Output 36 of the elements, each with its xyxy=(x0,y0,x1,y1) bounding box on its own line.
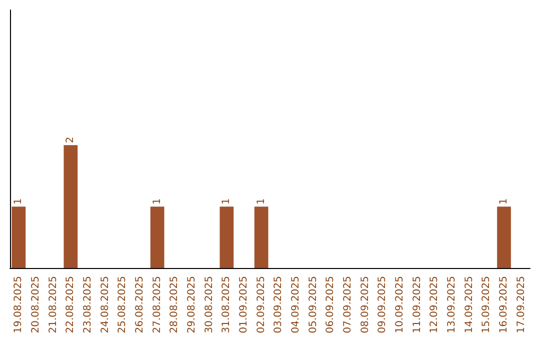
x-tick-label: 13.09.2025 xyxy=(446,276,458,334)
x-tick-label: 14.09.2025 xyxy=(464,276,475,334)
data-label: 1 xyxy=(13,198,24,205)
x-tick-label: 17.09.2025 xyxy=(516,276,527,334)
x-tick-label: 22.08.2025 xyxy=(65,276,76,334)
x-tick-label: 31.08.2025 xyxy=(221,276,232,334)
x-tick-label: 29.08.2025 xyxy=(186,276,198,334)
x-tick-label: 21.08.2025 xyxy=(48,276,59,334)
x-tick-label: 01.09.2025 xyxy=(238,276,250,334)
x-tick-label: 02.09.2025 xyxy=(256,276,267,334)
x-tick-label: 05.09.2025 xyxy=(308,276,319,334)
x-tick-label: 19.08.2025 xyxy=(13,276,24,334)
x-tick-label: 28.08.2025 xyxy=(169,276,180,334)
x-tick-label: 30.08.2025 xyxy=(204,276,215,334)
data-label: 1 xyxy=(221,198,232,205)
x-tick-label: 20.08.2025 xyxy=(30,276,42,334)
x-tick-label: 25.08.2025 xyxy=(117,276,128,334)
x-tick-label: 03.09.2025 xyxy=(273,276,284,334)
x-tick-label: 15.09.2025 xyxy=(481,276,492,334)
x-tick-label: 08.09.2025 xyxy=(360,276,371,334)
x-tick-label: 04.09.2025 xyxy=(290,276,302,334)
x-tick-label: 27.08.2025 xyxy=(152,276,163,334)
data-label: 1 xyxy=(498,198,510,205)
data-label: 1 xyxy=(256,198,267,205)
x-tick-label: 12.09.2025 xyxy=(429,276,440,334)
x-tick-label: 10.09.2025 xyxy=(394,276,406,334)
x-tick-label: 24.08.2025 xyxy=(100,276,111,334)
x-tick-label: 16.09.2025 xyxy=(498,276,510,334)
x-tick-label: 26.08.2025 xyxy=(134,276,146,334)
data-label: 2 xyxy=(65,136,76,144)
x-tick-label: 09.09.2025 xyxy=(377,276,388,334)
x-tick-label: 11.09.2025 xyxy=(412,276,423,334)
x-tick-label: 07.09.2025 xyxy=(342,276,354,334)
x-tick-label: 06.09.2025 xyxy=(325,276,336,334)
x-tick-label: 23.08.2025 xyxy=(82,276,94,334)
data-label: 1 xyxy=(152,198,163,205)
